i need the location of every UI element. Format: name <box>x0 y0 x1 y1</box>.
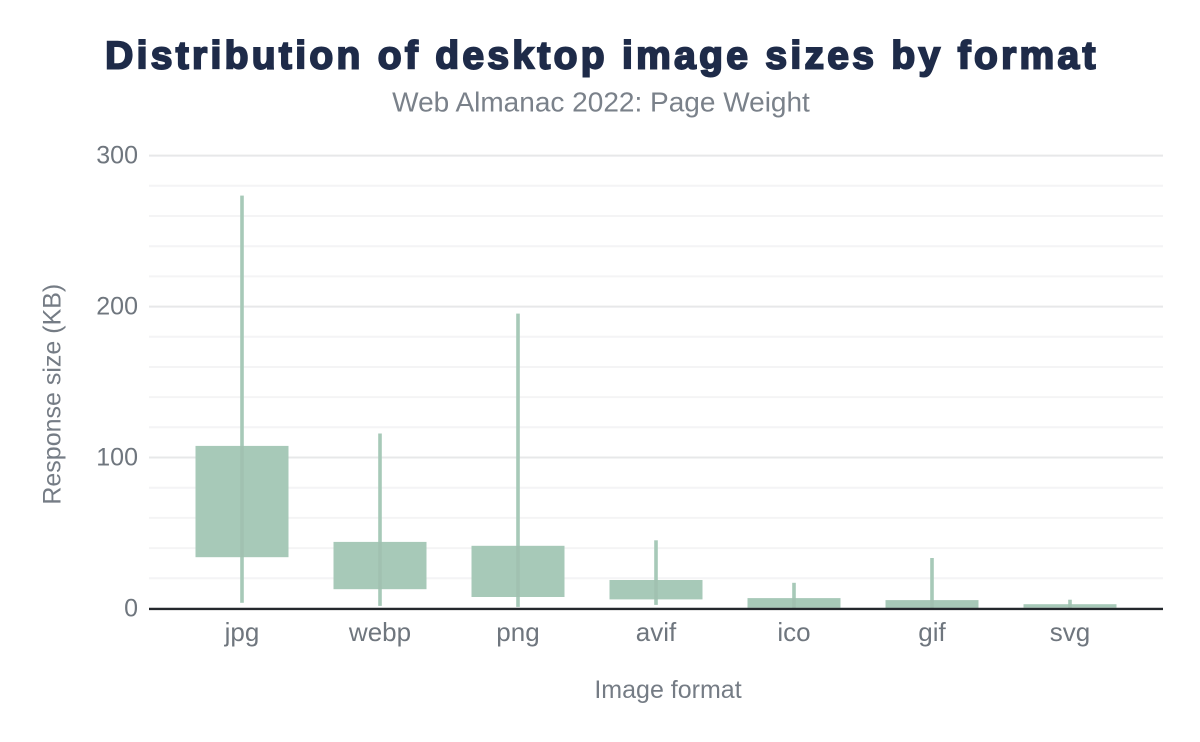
svg-text:Web Almanac 2022: Page Weight: Web Almanac 2022: Page Weight <box>392 86 810 117</box>
svg-text:ico: ico <box>777 617 810 647</box>
svg-text:Image format: Image format <box>594 676 741 704</box>
svg-text:300: 300 <box>96 142 138 170</box>
svg-text:svg: svg <box>1050 617 1090 647</box>
svg-text:webp: webp <box>348 617 411 647</box>
svg-text:jpg: jpg <box>224 617 260 647</box>
svg-text:100: 100 <box>96 444 138 472</box>
svg-text:Distribution of desktop image: Distribution of desktop image sizes by f… <box>105 34 1099 77</box>
svg-text:200: 200 <box>96 293 138 321</box>
svg-text:gif: gif <box>918 617 946 647</box>
svg-text:avif: avif <box>636 617 677 647</box>
svg-text:Response size (KB): Response size (KB) <box>39 284 67 505</box>
svg-text:0: 0 <box>124 595 138 623</box>
svg-text:png: png <box>496 617 539 647</box>
